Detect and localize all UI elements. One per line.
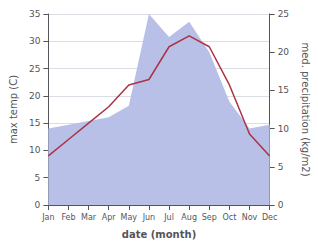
svg-text:20: 20 xyxy=(29,91,41,101)
svg-text:5: 5 xyxy=(278,162,284,172)
svg-text:15: 15 xyxy=(278,85,289,95)
svg-text:25: 25 xyxy=(278,9,289,19)
svg-text:Aug: Aug xyxy=(181,213,197,222)
svg-text:Nov: Nov xyxy=(242,213,258,222)
svg-text:25: 25 xyxy=(29,64,40,74)
svg-text:Sep: Sep xyxy=(202,213,217,222)
svg-text:5: 5 xyxy=(35,173,41,183)
svg-text:Apr: Apr xyxy=(102,213,117,222)
svg-text:date (month): date (month) xyxy=(122,229,196,240)
svg-text:20: 20 xyxy=(278,47,290,57)
svg-text:10: 10 xyxy=(278,124,290,134)
svg-text:Jan: Jan xyxy=(41,213,54,222)
svg-text:med. precipitation (kg/m2): med. precipitation (kg/m2) xyxy=(300,42,311,176)
svg-text:10: 10 xyxy=(29,145,41,155)
svg-text:15: 15 xyxy=(29,118,40,128)
svg-text:Oct: Oct xyxy=(222,213,236,222)
svg-text:35: 35 xyxy=(29,9,40,19)
svg-text:30: 30 xyxy=(29,36,41,46)
svg-text:Feb: Feb xyxy=(61,213,75,222)
svg-text:0: 0 xyxy=(278,200,284,210)
svg-text:Dec: Dec xyxy=(262,213,277,222)
svg-text:Mar: Mar xyxy=(81,213,97,222)
svg-text:Jul: Jul xyxy=(163,213,174,222)
svg-text:max temp (C): max temp (C) xyxy=(8,75,19,144)
svg-text:May: May xyxy=(121,213,138,222)
svg-text:0: 0 xyxy=(35,200,41,210)
svg-text:Jun: Jun xyxy=(142,213,156,222)
